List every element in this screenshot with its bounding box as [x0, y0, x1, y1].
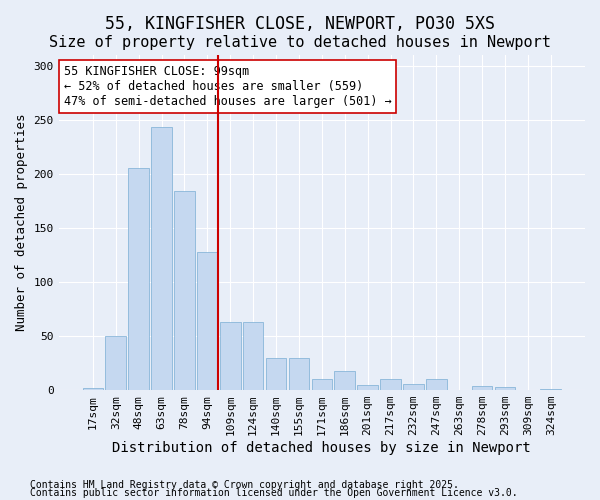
- Y-axis label: Number of detached properties: Number of detached properties: [15, 114, 28, 332]
- X-axis label: Distribution of detached houses by size in Newport: Distribution of detached houses by size …: [112, 441, 531, 455]
- Bar: [106, 336, 126, 390]
- Bar: [494, 387, 515, 390]
- Bar: [403, 384, 424, 390]
- Bar: [426, 380, 446, 390]
- Text: Contains public sector information licensed under the Open Government Licence v3: Contains public sector information licen…: [30, 488, 518, 498]
- Bar: [541, 389, 561, 390]
- Bar: [174, 191, 195, 390]
- Bar: [83, 388, 103, 390]
- Bar: [334, 370, 355, 390]
- Bar: [266, 358, 286, 390]
- Bar: [151, 128, 172, 390]
- Bar: [128, 168, 149, 390]
- Bar: [243, 322, 263, 390]
- Bar: [289, 358, 309, 390]
- Bar: [380, 380, 401, 390]
- Bar: [358, 384, 378, 390]
- Bar: [472, 386, 493, 390]
- Bar: [197, 252, 218, 390]
- Text: Contains HM Land Registry data © Crown copyright and database right 2025.: Contains HM Land Registry data © Crown c…: [30, 480, 459, 490]
- Text: Size of property relative to detached houses in Newport: Size of property relative to detached ho…: [49, 35, 551, 50]
- Bar: [220, 322, 241, 390]
- Text: 55, KINGFISHER CLOSE, NEWPORT, PO30 5XS: 55, KINGFISHER CLOSE, NEWPORT, PO30 5XS: [105, 15, 495, 33]
- Text: 55 KINGFISHER CLOSE: 99sqm
← 52% of detached houses are smaller (559)
47% of sem: 55 KINGFISHER CLOSE: 99sqm ← 52% of deta…: [64, 65, 392, 108]
- Bar: [311, 380, 332, 390]
